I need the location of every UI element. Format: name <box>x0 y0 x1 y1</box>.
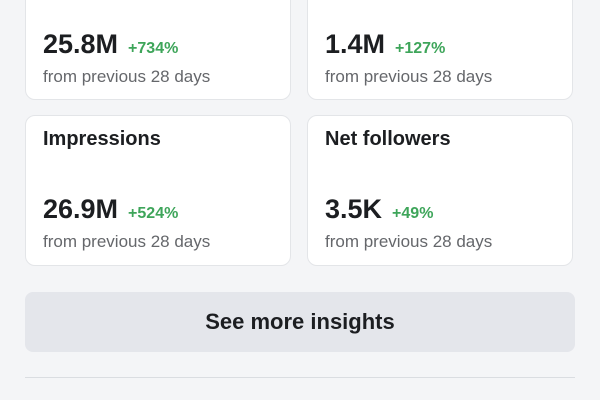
metric-value: 3.5K <box>325 194 383 224</box>
metric-change: +734% <box>128 40 179 57</box>
metric-card[interactable]: Net followers 3.5K +49% from previous 28 da… <box>307 115 573 266</box>
divider <box>25 377 575 378</box>
metric-note: from previous 28 days <box>43 67 211 86</box>
see-more-button[interactable]: See more insights <box>25 292 575 352</box>
metric-note: from previous 28 days <box>325 67 493 86</box>
metric-title: Net followers <box>325 128 451 150</box>
metric-row: 26.9M +524% <box>43 194 178 225</box>
metric-row: 3.5K +49% <box>325 194 433 225</box>
metric-change: +127% <box>395 40 446 57</box>
metric-value: 1.4M <box>325 29 386 59</box>
metric-value: 26.9M <box>43 194 119 224</box>
metric-card[interactable]: 25.8M +734% from previous 28 days <box>25 0 291 100</box>
metric-change: +49% <box>392 205 434 222</box>
metric-row: 25.8M +734% <box>43 29 178 60</box>
metric-title: Impressions <box>43 128 161 150</box>
metric-row: 1.4M +127% <box>325 29 445 60</box>
metric-note: from previous 28 days <box>43 232 211 251</box>
metric-value: 25.8M <box>43 29 119 59</box>
metric-card[interactable]: 1.4M +127% from previous 28 days <box>307 0 573 100</box>
metric-card[interactable]: Impressions 26.9M +524% from previous 28 da… <box>25 115 291 266</box>
metric-note: from previous 28 days <box>325 232 493 251</box>
metric-change: +524% <box>128 205 179 222</box>
